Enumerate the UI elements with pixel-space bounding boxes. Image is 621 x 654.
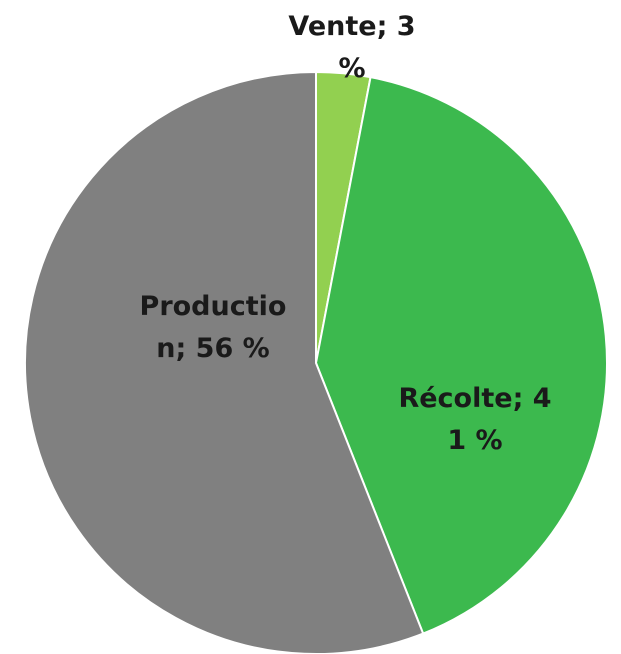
pie-slice [314,75,608,635]
data-label: Récolte; 41 % [398,383,552,456]
data-label: Vente; 3 % [288,11,416,84]
label-box: Récolte; 41 % [398,383,552,456]
pie-slice [24,70,425,654]
data-label: Production; 56 % [139,291,287,364]
label-box: Production; 56 % [139,291,287,364]
label-box: Vente; 3 % [288,11,416,84]
